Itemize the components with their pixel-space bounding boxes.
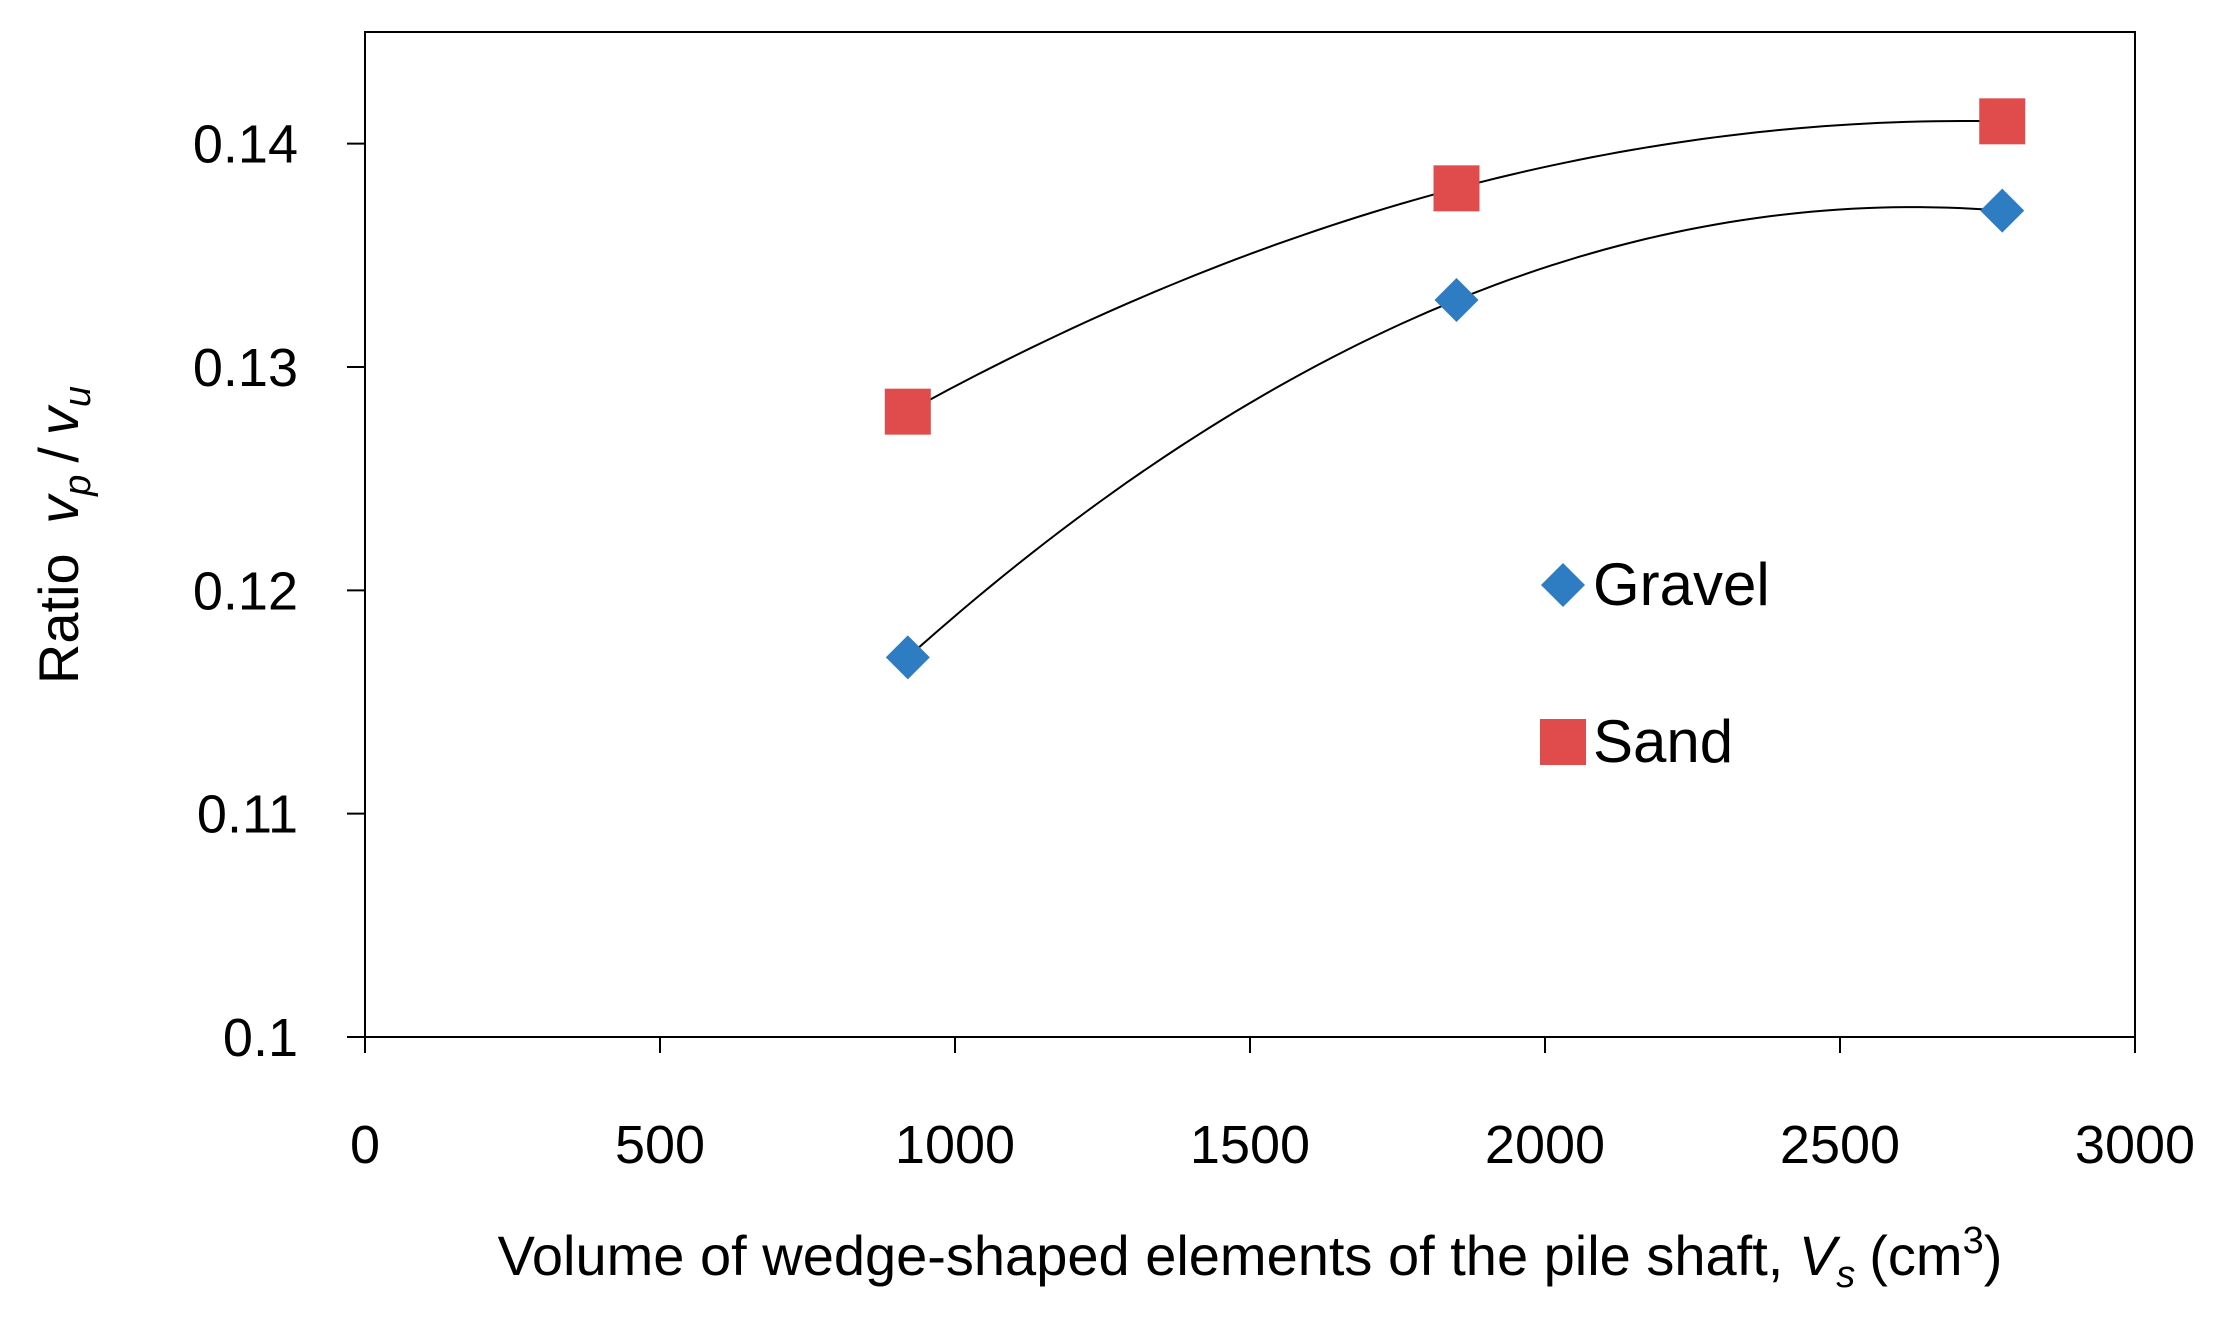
x-axis-title-main: Volume of wedge-shaped elements of the p… <box>498 1224 1784 1287</box>
x-tick-label: 2000 <box>1485 1115 1605 1175</box>
y-axis-title-den: v <box>27 404 90 435</box>
data-point-gravel <box>1980 188 2025 233</box>
y-tick-label: 0.12 <box>193 561 298 621</box>
x-axis-title-symbol-sub: s <box>1836 1254 1855 1296</box>
x-axis-ticks: 0 500 1000 1500 2000 2500 3000 <box>350 1037 2195 1175</box>
data-point-sand <box>1979 98 2026 145</box>
x-axis-title-unit-open: (cm <box>1869 1224 1962 1287</box>
data-points <box>884 98 2026 680</box>
x-tick-label: 0 <box>350 1115 380 1175</box>
legend-marker-gravel <box>1541 563 1585 607</box>
y-axis-title-num: v <box>27 493 90 524</box>
y-axis-title-num-sub: p <box>57 475 99 497</box>
y-axis-title: Ratio vp/vu <box>27 386 99 684</box>
data-point-sand <box>1433 165 1480 212</box>
y-axis-title-slash: / <box>27 447 90 463</box>
x-axis-title: Volume of wedge-shaped elements of the p… <box>498 1220 2003 1296</box>
trendline-sand <box>907 119 2003 413</box>
x-tick-label: 1500 <box>1190 1115 1310 1175</box>
y-tick-label: 0.1 <box>223 1008 298 1068</box>
x-tick-label: 2500 <box>1780 1115 1900 1175</box>
x-tick-label: 500 <box>615 1115 705 1175</box>
data-point-gravel <box>885 635 930 680</box>
data-point-sand <box>884 388 931 435</box>
x-axis-title-symbol: V <box>1799 1224 1841 1287</box>
legend-marker-sand-shape <box>1540 719 1586 765</box>
y-axis-ticks: 0.1 0.11 0.12 0.13 0.14 <box>193 115 365 1068</box>
x-axis-title-unit-close: ) <box>1984 1224 2003 1287</box>
y-axis-title-den-sub: u <box>57 386 99 407</box>
legend-marker-sand <box>1540 719 1586 765</box>
x-axis-title-unit-sup: 3 <box>1963 1220 1984 1262</box>
legend: Gravel Sand <box>1540 551 1770 775</box>
x-tick-label: 3000 <box>2075 1115 2195 1175</box>
plot-area-frame <box>364 31 2136 1038</box>
y-axis-title-main: Ratio <box>27 553 90 684</box>
data-point-gravel <box>1434 278 1479 322</box>
x-tick-label: 1000 <box>895 1115 1015 1175</box>
trendline-gravel <box>907 206 2003 659</box>
legend-label-sand: Sand <box>1593 708 1733 775</box>
y-tick-label: 0.14 <box>193 115 298 175</box>
legend-marker-gravel-shape <box>1541 563 1585 607</box>
y-tick-label: 0.11 <box>197 785 298 845</box>
legend-label-gravel: Gravel <box>1593 551 1770 618</box>
y-tick-label: 0.13 <box>193 338 298 398</box>
